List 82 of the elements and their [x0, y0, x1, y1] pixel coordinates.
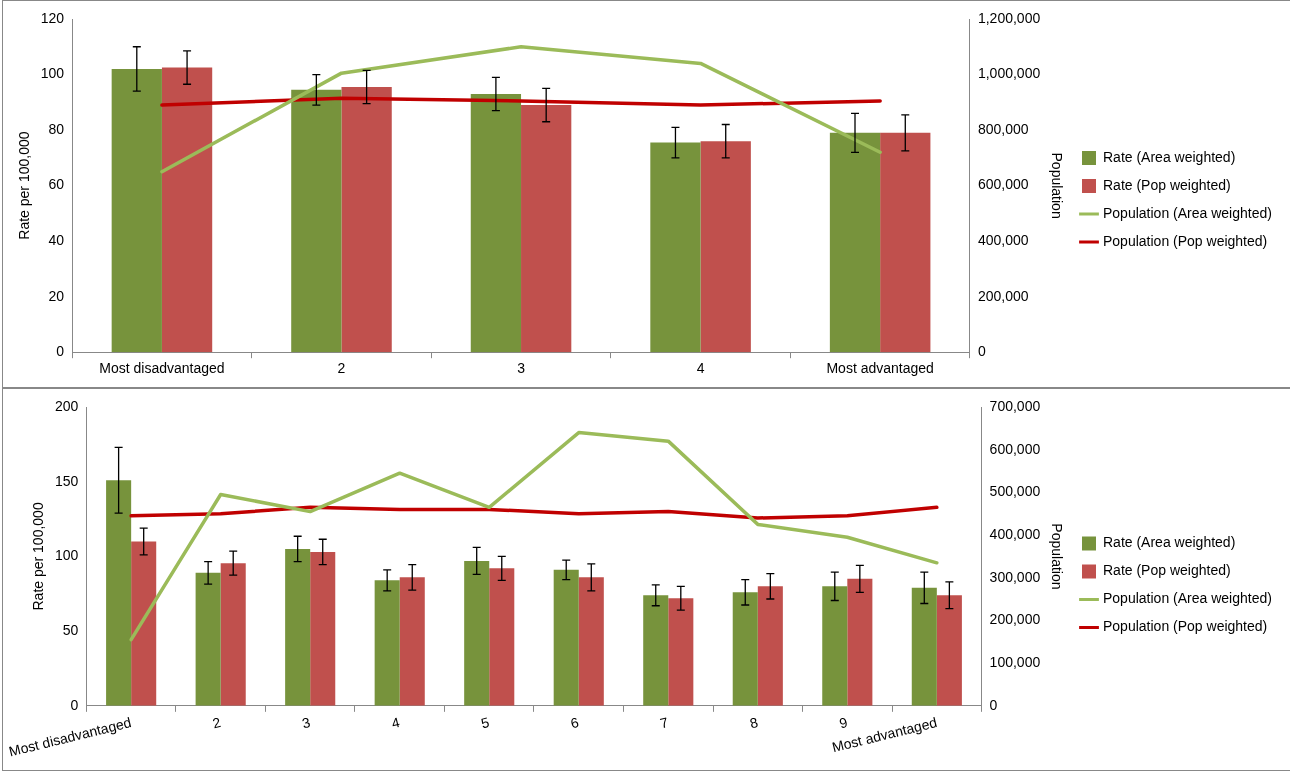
bar — [310, 551, 336, 706]
bar — [822, 586, 848, 706]
legend-label: Rate (Pop weighted) — [1103, 176, 1231, 193]
bar — [578, 577, 604, 706]
bar — [470, 93, 522, 353]
y2-tick-label: 600,000 — [977, 176, 1029, 193]
y-axis-title: Rate per 100,000 — [30, 502, 47, 611]
y2-tick-label: 400,000 — [977, 231, 1029, 248]
y2-tick-label: 200,000 — [989, 611, 1041, 628]
x-tick-label: 6 — [569, 714, 581, 732]
bar — [106, 480, 132, 706]
y2-tick-label: 1,000,000 — [977, 65, 1041, 82]
y2-axis-title: Population — [1048, 152, 1065, 219]
x-tick-label: 2 — [210, 714, 223, 732]
bar — [131, 541, 157, 706]
y-tick-label: 40 — [48, 231, 65, 248]
legend-label: Population (Area weighted) — [1103, 204, 1272, 221]
y2-tick-label: 0 — [977, 343, 986, 360]
x-tick-label: 5 — [479, 714, 492, 732]
y2-tick-label: 1,200,000 — [977, 9, 1041, 26]
y-tick-label: 60 — [48, 176, 65, 193]
y2-tick-label: 600,000 — [989, 440, 1041, 457]
legend-label: Population (Pop weighted) — [1103, 618, 1268, 635]
legend-label: Population (Area weighted) — [1103, 590, 1272, 607]
x-tick-label: 8 — [748, 714, 760, 732]
bar — [161, 67, 213, 353]
bar — [521, 105, 572, 353]
bar — [291, 89, 342, 353]
bar — [285, 548, 311, 706]
bar — [880, 132, 931, 353]
y2-tick-label: 400,000 — [989, 525, 1041, 542]
bar — [757, 586, 783, 706]
legend-label: Population (Pop weighted) — [1103, 232, 1268, 249]
y2-tick-label: 800,000 — [977, 120, 1029, 137]
bar — [700, 141, 751, 353]
bar — [911, 587, 937, 706]
y-tick-label: 100 — [40, 65, 65, 82]
legend-label: Rate (Area weighted) — [1103, 534, 1236, 551]
bar — [111, 68, 162, 353]
x-tick-label: 7 — [658, 714, 671, 732]
legend-label: Rate (Pop weighted) — [1103, 562, 1231, 579]
legend-label: Rate (Area weighted) — [1103, 148, 1236, 165]
y-tick-label: 100 — [55, 547, 79, 564]
y-tick-label: 0 — [70, 696, 79, 713]
bar — [936, 595, 962, 706]
bar — [374, 580, 400, 706]
y-axis-title: Rate per 100,000 — [16, 131, 33, 240]
y2-tick-label: 500,000 — [989, 483, 1041, 500]
y-tick-label: 50 — [62, 621, 79, 638]
bar — [464, 560, 490, 706]
x-tick-label: 9 — [837, 714, 850, 732]
y2-tick-label: 100,000 — [989, 654, 1041, 671]
bar — [732, 592, 758, 706]
bar — [668, 598, 694, 706]
y2-tick-label: 0 — [989, 696, 998, 713]
bar — [399, 577, 425, 706]
x-tick-label: Most advantaged — [826, 360, 934, 377]
bar — [195, 572, 221, 706]
x-tick-label: Most disadvantaged — [99, 360, 225, 377]
y-tick-label: 80 — [48, 120, 65, 137]
x-tick-label: 4 — [389, 714, 402, 732]
bar — [847, 578, 873, 706]
y2-axis-title: Population — [1048, 523, 1065, 590]
y2-tick-label: 700,000 — [989, 397, 1041, 414]
x-tick-label: 2 — [337, 360, 346, 377]
bar — [650, 142, 701, 353]
y-tick-label: 200 — [55, 397, 79, 414]
y-tick-label: 120 — [40, 9, 65, 26]
bar — [553, 569, 579, 706]
bar — [220, 563, 246, 706]
y-tick-label: 20 — [48, 287, 65, 304]
bar — [829, 132, 881, 353]
bar — [643, 595, 669, 706]
bar — [341, 87, 392, 353]
x-tick-label: 3 — [517, 360, 526, 377]
bar — [489, 568, 515, 706]
y-tick-label: 150 — [55, 472, 79, 489]
x-tick-label: 3 — [300, 714, 313, 732]
x-tick-label: 4 — [696, 360, 705, 377]
y2-tick-label: 200,000 — [977, 287, 1029, 304]
y-tick-label: 0 — [56, 343, 65, 360]
y2-tick-label: 300,000 — [989, 568, 1041, 585]
